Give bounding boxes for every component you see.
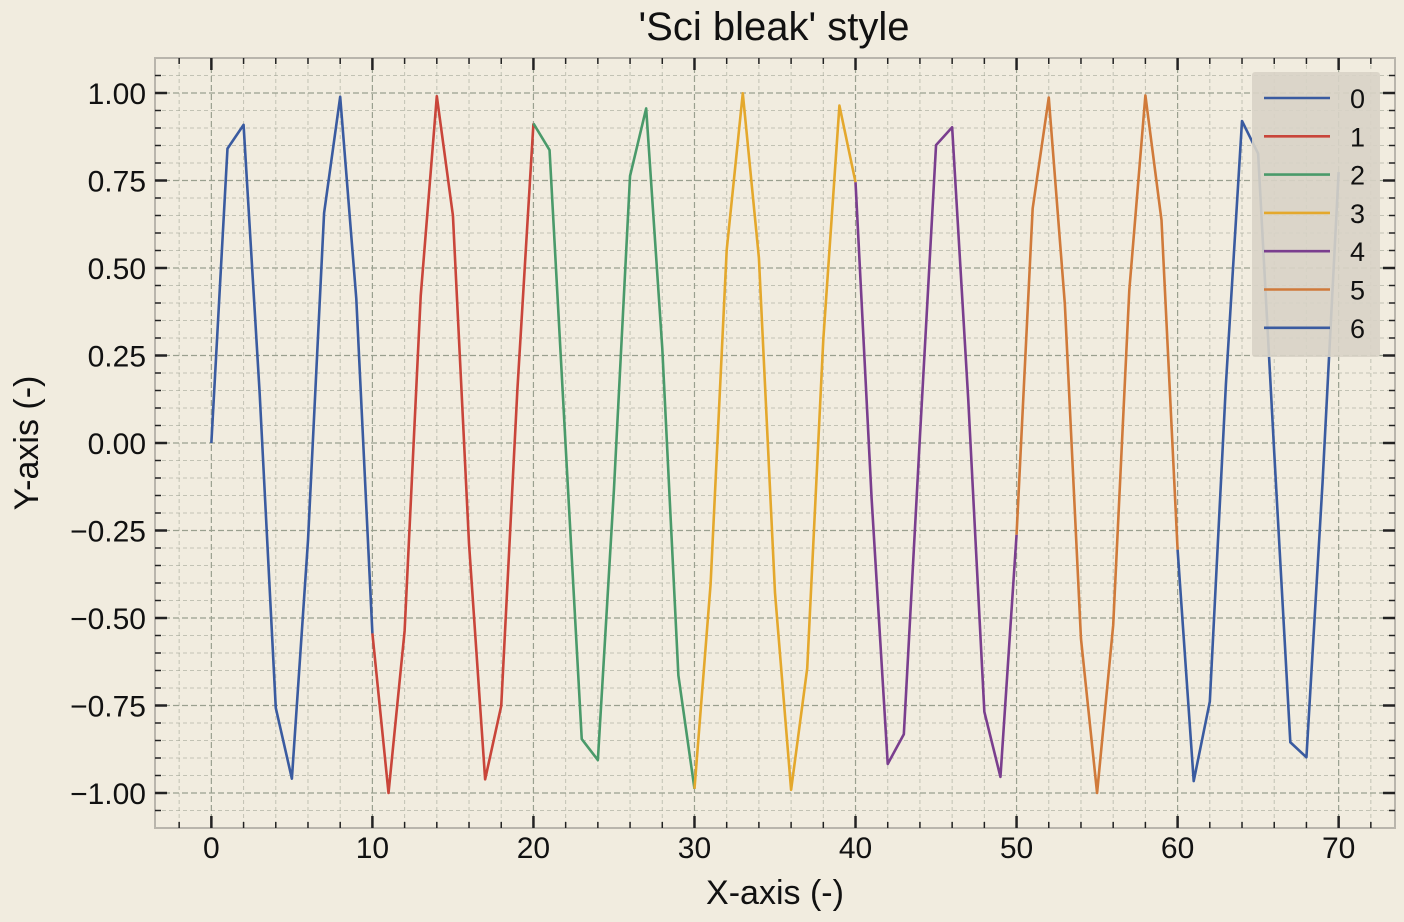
legend-label: 6: [1350, 314, 1365, 344]
series-line-0: [210, 95, 374, 780]
y-tick-label: 0.00: [88, 428, 146, 461]
legend-box: [1252, 72, 1380, 357]
legend-label: 0: [1350, 84, 1365, 114]
grid-lines: [155, 58, 1395, 828]
legend-label: 5: [1350, 276, 1365, 306]
series-line-4: [854, 126, 1018, 779]
x-tick-label: 10: [356, 832, 389, 865]
x-tick-label: 30: [678, 832, 711, 865]
axes: 0 10 20 30 40 50 60 701.000.750.500.250.00−0.25…: [70, 57, 1396, 865]
x-tick-label: 70: [1322, 832, 1355, 865]
legend-label: 1: [1350, 122, 1365, 152]
y-tick-label: −0.75: [70, 691, 146, 724]
series-line-2: [532, 107, 696, 789]
x-tick-label: 40: [839, 832, 872, 865]
x-tick-label: 20: [517, 832, 550, 865]
x-tick-label: 60: [1161, 832, 1194, 865]
y-tick-label: 1.00: [88, 78, 146, 111]
y-tick-label: −1.00: [70, 778, 146, 811]
x-tick-label: 50: [1000, 832, 1033, 865]
series-line-5: [1015, 94, 1179, 795]
x-axis-label: X-axis (-): [706, 874, 844, 912]
x-tick-label: 0: [203, 832, 220, 865]
series-line-1: [371, 94, 535, 795]
legend-label: 4: [1350, 237, 1365, 267]
legend-label: 2: [1350, 161, 1365, 191]
legend-label: 3: [1350, 199, 1365, 229]
legend: 0 1 2 3 4 5 6: [1252, 72, 1380, 357]
y-tick-label: −0.25: [70, 516, 146, 549]
y-tick-label: 0.75: [88, 166, 146, 199]
series-line-3: [693, 92, 857, 792]
y-tick-label: −0.50: [70, 603, 146, 636]
y-axis-label: Y-axis (-): [8, 376, 46, 511]
y-tick-label: 0.50: [88, 253, 146, 286]
chart-title: 'Sci bleak' style: [639, 5, 910, 49]
y-tick-label: 0.25: [88, 341, 146, 374]
